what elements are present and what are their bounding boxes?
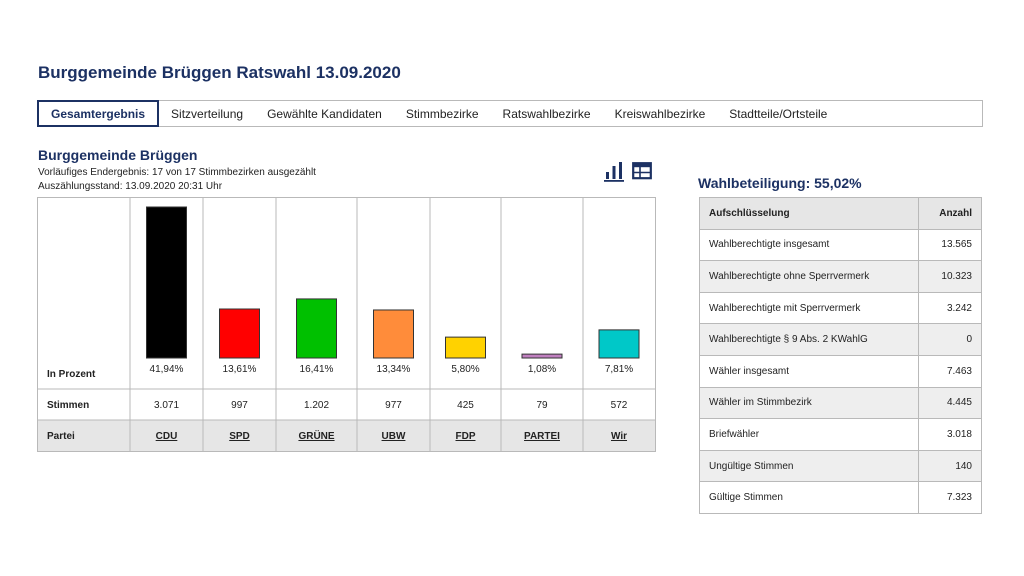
table-row: Wahlberechtigte mit Sperrvermerk 3.242 [699,291,982,325]
turnout-title: Wahlbeteiligung: 55,02% [698,175,862,191]
votes-value: 3.071 [154,400,179,411]
bar-wir [598,329,640,359]
votes-value: 997 [231,400,248,411]
row-label: Wahlberechtigte mit Sperrvermerk [699,291,919,325]
row-label: Gültige Stimmen [699,481,919,514]
view-switcher [604,160,652,182]
votes-value: 977 [385,400,402,411]
table-header-row: Aufschlüsselung Anzahl [699,197,982,230]
results-chart: In Prozent Stimmen Partei 41,94% 3.071 CDU 13,… [37,197,656,452]
row-value: 7.323 [918,481,982,514]
party-name: CDU [156,431,178,442]
bar-value-label: 13,61% [223,364,257,375]
row-label-votes: Stimmen [47,400,89,411]
row-label: Briefwähler [699,418,919,451]
row-value: 0 [918,323,982,356]
bar-chart-icon[interactable] [604,160,624,182]
row-label: Wähler insgesamt [699,354,919,388]
bar-value-label: 41,94% [150,364,184,375]
count-status: Vorläufiges Endergebnis: 17 von 17 Stimm… [38,167,316,178]
header-breakdown: Aufschlüsselung [699,197,919,230]
bar-fdp [445,336,486,359]
tab-stimmbezirke[interactable]: Stimmbezirke [405,106,479,121]
bar-cdu [146,206,187,359]
table-row: Wähler insgesamt 7.463 [699,354,982,388]
table-row: Wahlberechtigte § 9 Abs. 2 KWahlG 0 [699,323,982,356]
table-row: Wahlberechtigte insgesamt 13.565 [699,228,982,262]
bar-grüne [296,298,337,359]
results-chart-canvas: In Prozent Stimmen Partei 41,94% 3.071 CDU 13,… [38,198,655,451]
tab-kreiswahlbezirke[interactable]: Kreiswahlbezirke [614,106,706,121]
tab-sitzverteilung[interactable]: Sitzverteilung [171,106,244,121]
bar-value-label: 13,34% [377,364,411,375]
tab-ratswahlbezirke[interactable]: Ratswahlbezirke [502,106,591,121]
bar-spd [219,308,260,359]
row-value: 13.565 [918,228,982,262]
turnout-table: Aufschlüsselung Anzahl Wahlberechtigte i… [699,197,982,514]
bar-value-label: 16,41% [300,364,334,375]
party-name: GRÜNE [298,429,334,442]
row-label: Wahlberechtigte insgesamt [699,228,919,262]
party-name: UBW [382,431,406,442]
table-icon[interactable] [632,160,652,182]
row-label-percent: In Prozent [47,369,96,380]
votes-value: 425 [457,400,474,411]
page-title: Burggemeinde Brüggen Ratswahl 13.09.2020 [38,63,401,82]
row-label: Ungültige Stimmen [699,449,919,483]
party-row-bg [38,420,655,451]
bar-value-label: 5,80% [451,364,479,375]
bar-ubw [373,309,414,359]
table-row: Wahlberechtigte ohne Sperrvermerk 10.323 [699,260,982,293]
header-count: Anzahl [918,197,982,230]
row-value: 7.463 [918,354,982,388]
row-value: 3.242 [918,291,982,325]
votes-value: 79 [536,400,548,411]
votes-value: 572 [611,400,628,411]
row-value: 4.445 [918,386,982,420]
table-row: Gültige Stimmen 7.323 [699,481,982,514]
table-row: Briefwähler 3.018 [699,418,982,451]
party-name: SPD [229,431,250,442]
row-label: Wähler im Stimmbezirk [699,386,919,420]
tab-gesamtergebnis[interactable]: Gesamtergebnis [37,100,160,127]
row-label: Wahlberechtigte ohne Sperrvermerk [699,260,919,293]
party-name: PARTEI [524,431,560,442]
table-row: Ungültige Stimmen 140 [699,449,982,483]
count-timestamp: Auszählungsstand: 13.09.2020 20:31 Uhr [38,181,223,192]
row-value: 140 [918,449,982,483]
table-row: Wähler im Stimmbezirk 4.445 [699,386,982,420]
tab-gewaehlte-kandidaten[interactable]: Gewählte Kandidaten [267,106,382,121]
tab-stadtteile-ortsteile[interactable]: Stadtteile/Ortsteile [729,106,828,121]
section-title: Burggemeinde Brüggen [38,147,198,163]
party-name: FDP [456,431,476,442]
votes-value: 1.202 [304,400,329,411]
tab-bar: Gesamtergebnis Sitzverteilung Gewählte K… [37,100,983,127]
row-value: 3.018 [918,418,982,451]
row-label: Wahlberechtigte § 9 Abs. 2 KWahlG [699,323,919,356]
row-label-party: Partei [47,431,75,442]
party-name: Wir [611,431,627,442]
row-value: 10.323 [918,260,982,293]
bar-value-label: 7,81% [605,364,633,375]
bar-partei [521,353,563,359]
bar-value-label: 1,08% [528,364,556,375]
